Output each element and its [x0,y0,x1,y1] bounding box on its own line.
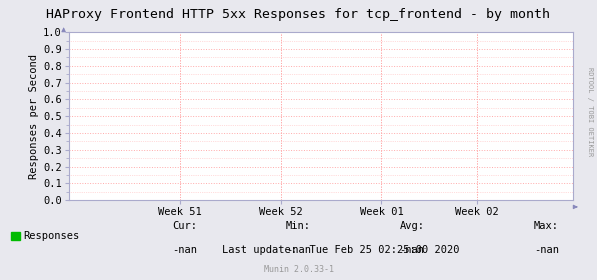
Text: -nan: -nan [534,245,559,255]
Text: -nan: -nan [173,245,198,255]
Text: Last update:  Tue Feb 25 02:25:00 2020: Last update: Tue Feb 25 02:25:00 2020 [221,245,459,255]
Text: -nan: -nan [286,245,311,255]
Text: Avg:: Avg: [399,221,424,231]
Y-axis label: Responses per Second: Responses per Second [29,54,39,179]
Text: Max:: Max: [534,221,559,231]
Text: Min:: Min: [286,221,311,231]
Text: RDTOOL / TOBI OETIKER: RDTOOL / TOBI OETIKER [587,67,593,157]
Legend: Responses: Responses [11,231,80,241]
Text: HAProxy Frontend HTTP 5xx Responses for tcp_frontend - by month: HAProxy Frontend HTTP 5xx Responses for … [47,8,550,21]
Text: Munin 2.0.33-1: Munin 2.0.33-1 [263,265,334,274]
Text: -nan: -nan [399,245,424,255]
Text: Cur:: Cur: [173,221,198,231]
